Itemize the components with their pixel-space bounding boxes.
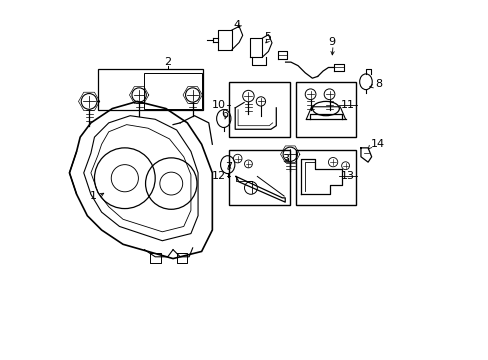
Bar bbox=[98, 69, 203, 111]
Text: 1: 1 bbox=[90, 191, 97, 201]
Text: 7: 7 bbox=[224, 162, 231, 172]
Text: 8: 8 bbox=[374, 78, 381, 89]
Text: 10: 10 bbox=[211, 100, 225, 110]
Text: 12: 12 bbox=[211, 171, 225, 181]
Bar bbox=[228, 150, 289, 205]
Bar bbox=[295, 82, 356, 137]
Text: 9: 9 bbox=[328, 37, 335, 48]
Text: 5: 5 bbox=[264, 32, 271, 42]
Text: 6: 6 bbox=[221, 109, 228, 119]
Text: 11: 11 bbox=[340, 100, 354, 110]
Text: 4: 4 bbox=[233, 19, 241, 30]
Text: 2: 2 bbox=[164, 57, 171, 67]
Text: 3: 3 bbox=[282, 154, 288, 163]
Bar bbox=[144, 73, 201, 109]
Bar bbox=[228, 82, 289, 137]
Bar bbox=[295, 150, 356, 205]
Text: 13: 13 bbox=[340, 171, 354, 181]
Text: 14: 14 bbox=[370, 139, 385, 149]
